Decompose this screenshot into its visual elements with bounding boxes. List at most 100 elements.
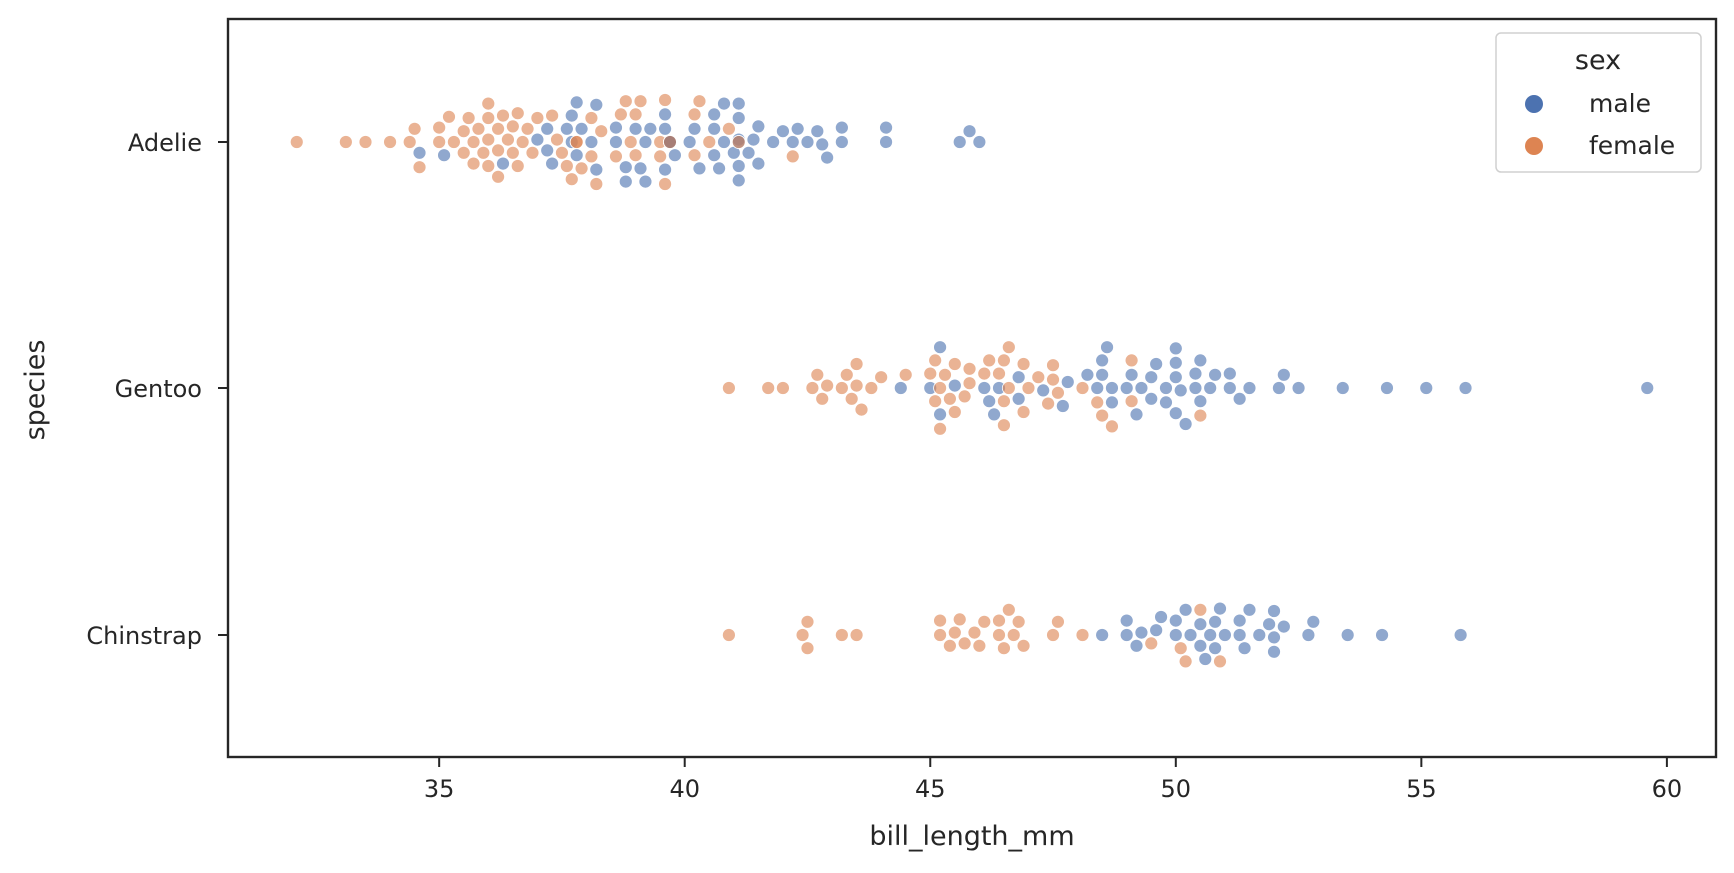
legend-label-male: male: [1589, 89, 1651, 118]
legend-title: sex: [1575, 45, 1621, 76]
data-point-female: [943, 638, 957, 653]
data-point-female: [628, 148, 643, 163]
data-point-male: [707, 148, 722, 163]
x-axis: 35 40 45 50 55 60: [424, 757, 1682, 803]
data-point-male: [820, 150, 835, 165]
data-point-male: [589, 97, 604, 112]
data-point-female: [957, 636, 972, 651]
data-point-male: [962, 124, 977, 139]
data-point-female: [1095, 408, 1110, 423]
data-point-male: [564, 108, 579, 123]
data-point-male: [879, 135, 893, 149]
data-point-female: [933, 381, 947, 395]
data-point-female: [962, 361, 977, 376]
data-point-male: [1193, 394, 1208, 409]
data-point-male: [618, 160, 633, 175]
data-point-female: [933, 628, 947, 642]
data-point-male: [1105, 381, 1119, 395]
data-point-male: [731, 96, 746, 111]
data-point-male: [834, 120, 849, 135]
data-point-female: [815, 391, 830, 406]
data-point-male: [751, 156, 766, 171]
data-point-male: [1011, 370, 1026, 385]
data-point-female: [992, 613, 1006, 628]
data-point-male: [1453, 628, 1468, 642]
data-point-male: [1159, 395, 1173, 410]
data-point-male: [1237, 641, 1252, 656]
data-point-female: [938, 367, 952, 382]
x-tick-label: 60: [1652, 775, 1683, 803]
data-point-male: [1267, 604, 1281, 618]
data-point-female: [982, 353, 997, 368]
data-point-female: [800, 641, 815, 656]
data-point-female: [1041, 396, 1056, 411]
data-point-male: [1129, 638, 1144, 653]
data-point-female: [977, 614, 992, 629]
data-point-male: [751, 119, 766, 134]
data-point-female: [501, 132, 515, 147]
data-point-female: [618, 94, 633, 109]
data-point-female: [515, 135, 530, 149]
data-point-male: [1640, 381, 1655, 395]
data-point-male: [1149, 357, 1164, 371]
data-point-male: [1198, 652, 1213, 666]
data-point-male: [707, 107, 722, 122]
data-point-female: [491, 169, 506, 184]
data-point-male: [1055, 399, 1070, 413]
data-point-female: [997, 641, 1011, 656]
data-point-female: [795, 628, 810, 642]
data-point-female: [545, 108, 560, 123]
data-point-male: [1419, 381, 1434, 395]
data-point-female: [1031, 370, 1046, 385]
data-point-female: [446, 135, 461, 149]
data-point-female: [289, 135, 304, 149]
data-point-female: [805, 381, 820, 395]
data-point-male: [574, 121, 589, 136]
data-point-male: [609, 120, 623, 135]
data-point-male: [1276, 619, 1291, 634]
x-tick-label: 50: [1161, 775, 1192, 803]
data-point-female: [874, 370, 889, 385]
data-point-female: [402, 135, 417, 149]
data-point-male: [1340, 628, 1355, 642]
data-point-male: [1267, 644, 1281, 659]
data-point-female: [658, 93, 672, 107]
data-point-male: [1291, 381, 1306, 395]
data-point-male: [893, 381, 908, 395]
data-point-male: [628, 121, 643, 136]
data-point-male: [1178, 417, 1193, 431]
data-point-female: [1046, 372, 1060, 387]
data-point-male: [1375, 628, 1389, 642]
data-point-male: [638, 135, 653, 149]
data-point-female: [1011, 614, 1026, 629]
data-point-male: [1232, 628, 1247, 642]
data-point-female: [722, 628, 736, 642]
data-point-female: [952, 612, 967, 627]
data-point-female: [466, 156, 481, 171]
data-point-female: [1006, 628, 1021, 642]
data-point-female: [933, 421, 947, 436]
data-point-female: [687, 148, 702, 163]
data-point-male: [1119, 381, 1134, 395]
data-point-male: [609, 135, 623, 149]
data-point-female: [1016, 638, 1031, 653]
data-point-female: [722, 381, 736, 395]
data-point-male: [1168, 613, 1183, 628]
data-point-male: [1242, 602, 1257, 617]
data-point-female: [520, 121, 535, 136]
data-point-male: [947, 378, 962, 393]
data-point-female: [992, 366, 1006, 381]
data-point-female: [658, 177, 672, 191]
data-point-male: [658, 162, 672, 177]
data-point-male: [810, 124, 825, 139]
data-point-male: [692, 161, 707, 176]
data-point-male: [530, 132, 545, 147]
data-point-female: [1173, 641, 1188, 656]
data-point-female: [1001, 340, 1016, 355]
data-point-female: [456, 124, 471, 139]
data-point-male: [1105, 395, 1119, 410]
data-point-female: [481, 159, 496, 173]
data-point-female: [776, 381, 790, 395]
data-point-female: [432, 120, 447, 135]
data-point-male: [972, 135, 987, 149]
